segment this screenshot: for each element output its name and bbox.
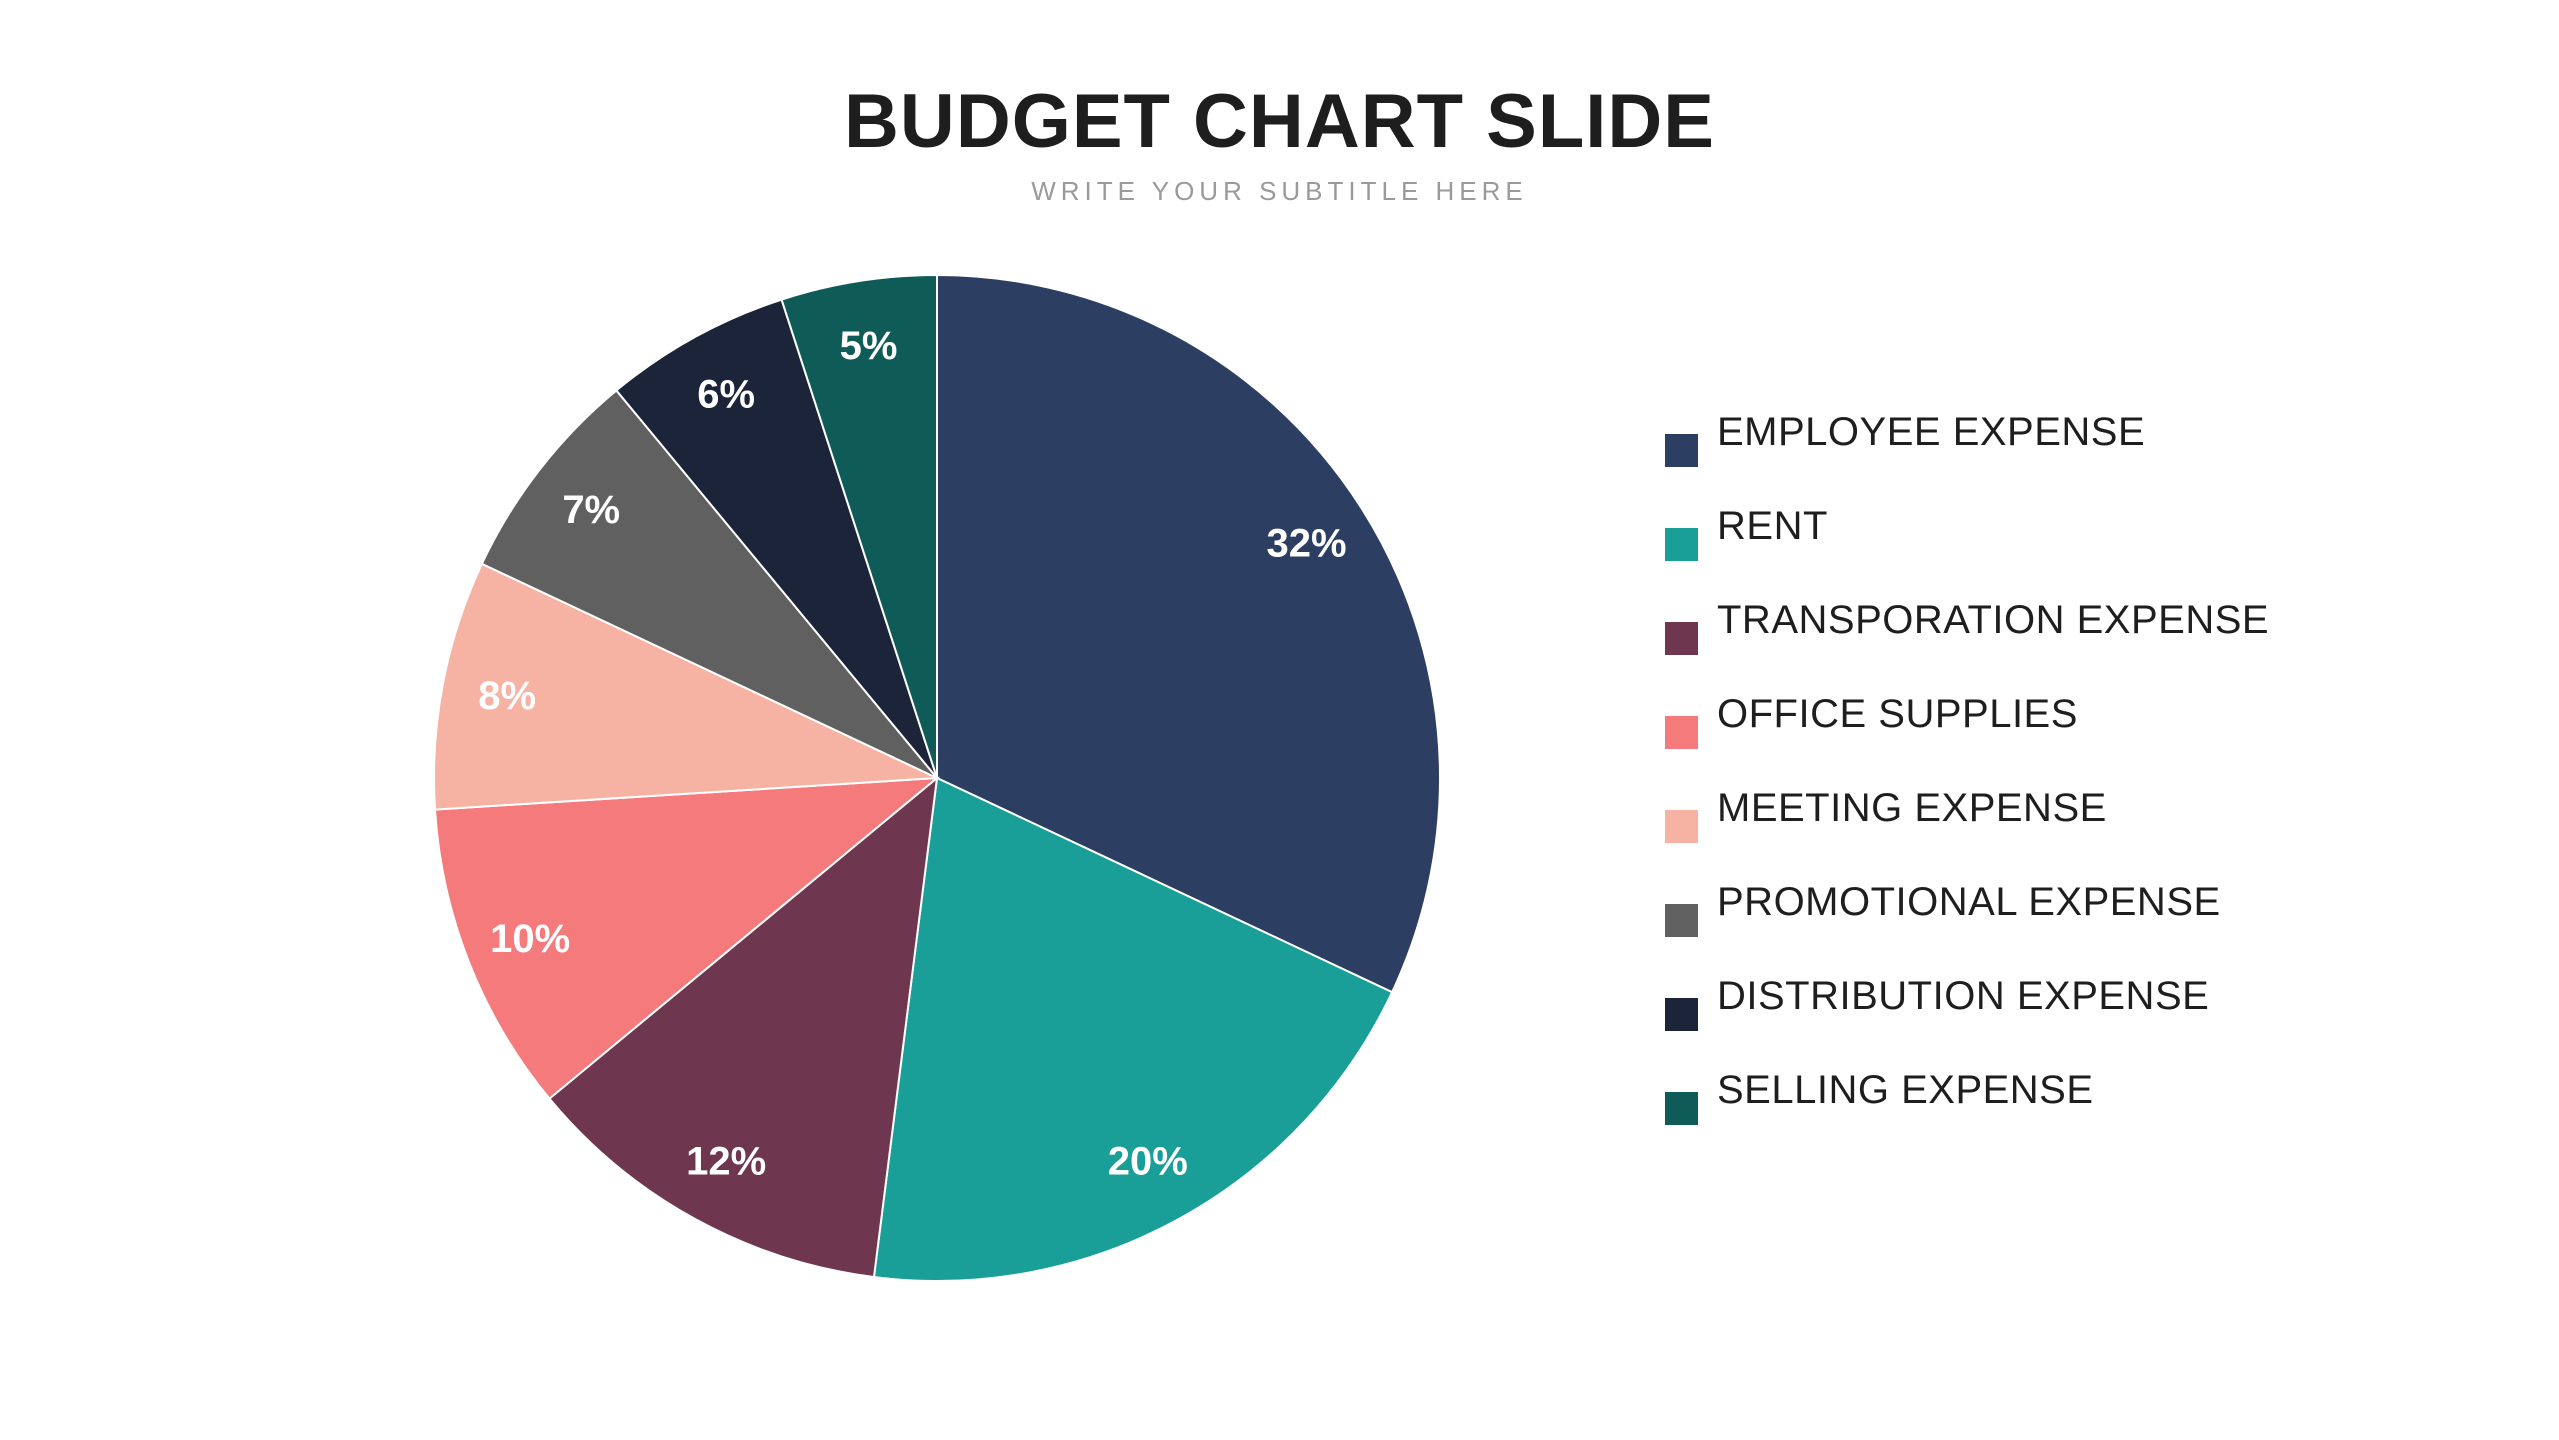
- data-label: 32%: [1266, 522, 1346, 566]
- pie-slice-promotional-expense: [480, 389, 938, 779]
- legend-swatch: [1665, 528, 1698, 561]
- data-label: 12%: [686, 1139, 766, 1183]
- legend-label: RENT: [1717, 504, 1828, 548]
- legend-label: PROMOTIONAL EXPENSE: [1717, 880, 2221, 924]
- legend-swatch: [1665, 1092, 1698, 1125]
- legend-swatch: [1665, 904, 1698, 937]
- legend-label: OFFICE SUPPLIES: [1717, 692, 2078, 736]
- pie-slice-rent: [872, 776, 1394, 1282]
- legend-label: MEETING EXPENSE: [1717, 786, 2107, 830]
- legend-swatch: [1665, 716, 1698, 749]
- chart-title: BUDGET CHART SLIDE: [844, 79, 1715, 164]
- data-label: 7%: [562, 488, 620, 532]
- pie-slice-distribution-expense: [614, 298, 938, 779]
- data-label: 6%: [697, 373, 755, 417]
- pie-slice-selling-expense: [780, 273, 938, 779]
- chart-subtitle: WRITE YOUR SUBTITLE HERE: [1031, 176, 1528, 206]
- legend-label: EMPLOYEE EXPENSE: [1717, 410, 2146, 454]
- data-label: 10%: [490, 917, 570, 961]
- data-label: 20%: [1108, 1139, 1188, 1183]
- legend-label: DISTRIBUTION EXPENSE: [1717, 974, 2210, 1018]
- data-label: 8%: [478, 674, 536, 718]
- data-label: 5%: [840, 324, 898, 368]
- pie-slice-meeting-expense: [433, 562, 938, 811]
- legend-swatch: [1665, 434, 1698, 467]
- legend-swatch: [1665, 810, 1698, 843]
- pie-slice-transporation-expense: [548, 775, 939, 1279]
- legend-swatch: [1665, 998, 1698, 1031]
- pie-slice-employee-expense: [936, 273, 1442, 994]
- pie-slice-office-supplies: [433, 776, 941, 1101]
- legend-label: TRANSPORATION EXPENSE: [1717, 598, 2270, 642]
- legend-swatch: [1665, 622, 1698, 655]
- legend-label: SELLING EXPENSE: [1717, 1068, 2094, 1112]
